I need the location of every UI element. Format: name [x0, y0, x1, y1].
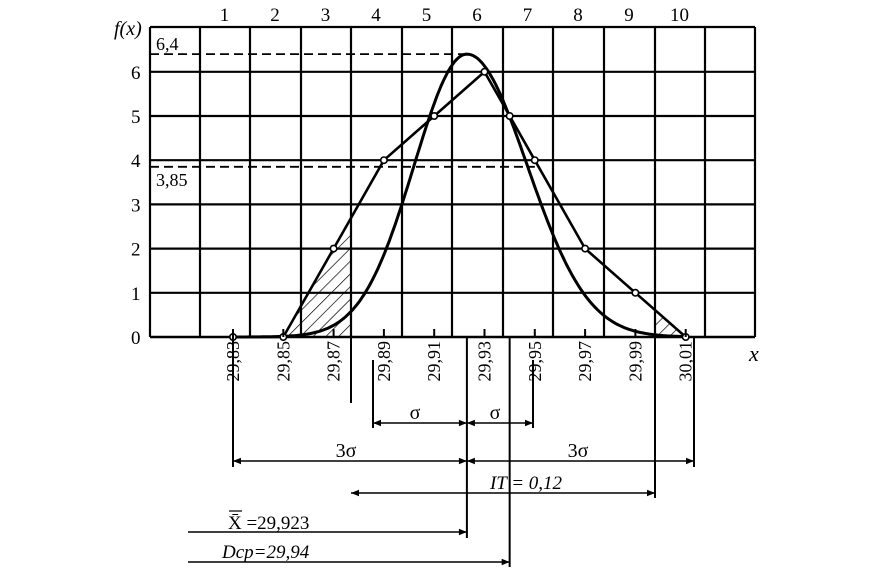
mean-label: X̄ =29,923	[228, 513, 309, 534]
tolerance-label: IT = 0,12	[489, 473, 563, 494]
grid	[148, 25, 757, 339]
reference-label-0: 6,4	[156, 34, 179, 54]
labels: f(x) x 0 1 2 3 4 5 6 1 2 3 4 5 6 7 8 9 10 29,83 29,85 29,87 29…	[114, 5, 759, 563]
y-tick-label-3: 3	[131, 195, 141, 216]
column-number-2: 2	[270, 5, 280, 26]
column-number-3: 3	[321, 5, 331, 26]
column-number-5: 5	[422, 5, 432, 26]
polygon-point-6	[505, 112, 514, 121]
reference-label-1: 3,85	[156, 170, 188, 190]
x-tick-label-1: 29,85	[273, 341, 293, 382]
x-tick-label-9: 30,01	[676, 341, 696, 382]
curves	[229, 52, 690, 341]
y-tick-label-5: 5	[131, 107, 141, 128]
x-tick-label-0: 29,83	[223, 341, 243, 382]
y-tick-label-6: 6	[131, 63, 141, 84]
polygon-point-2	[329, 244, 338, 253]
y-tick-label-1: 1	[131, 284, 141, 305]
column-number-6: 6	[472, 5, 482, 26]
column-number-9: 9	[624, 5, 634, 26]
column-number-4: 4	[371, 5, 381, 26]
hatched-areas	[283, 226, 686, 337]
normal-curve	[233, 52, 686, 339]
x-tick-label-5: 29,93	[475, 341, 495, 382]
x-tick-label-8: 29,99	[625, 341, 645, 382]
x-tick-label-2: 29,87	[324, 341, 344, 382]
x-tick-label-3: 29,89	[374, 341, 394, 382]
reference-lines	[150, 53, 535, 168]
polygon-point-8	[581, 244, 590, 253]
sigma-label-left: σ	[410, 402, 421, 424]
three-sigma-label-right: 3σ	[568, 440, 589, 462]
column-number-1: 1	[220, 5, 230, 26]
polygon-point-3	[379, 156, 388, 165]
x-tick-label-4: 29,91	[424, 341, 444, 382]
polygon-point-5	[480, 67, 489, 76]
dimension-lines	[188, 337, 695, 567]
y-axis-label: f(x)	[114, 18, 142, 40]
y-tick-label-0: 0	[131, 328, 141, 349]
x-tick-label-6: 29,95	[525, 341, 545, 382]
column-number-10: 10	[670, 5, 689, 26]
dcp-label: Dср=29,94	[221, 542, 310, 563]
y-tick-label-4: 4	[131, 151, 141, 172]
y-tick-label-2: 2	[131, 240, 141, 261]
three-sigma-label-left: 3σ	[336, 440, 357, 462]
polygon-point-7	[530, 156, 539, 165]
polygon-point-9	[631, 288, 640, 297]
sigma-label-right: σ	[490, 402, 501, 424]
column-number-8: 8	[573, 5, 583, 26]
polygon-point-4	[430, 112, 439, 121]
column-number-7: 7	[523, 5, 533, 26]
x-axis-label: x	[748, 341, 759, 366]
x-tick-label-7: 29,97	[575, 341, 595, 382]
